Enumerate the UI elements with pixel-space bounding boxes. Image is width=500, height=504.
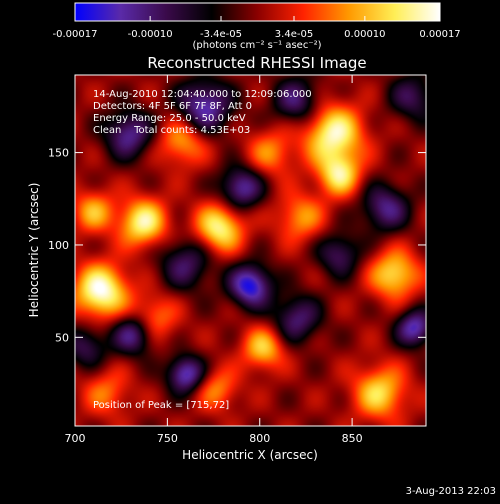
annotation-time-range: 14-Aug-2010 12:04:40.000 to 12:09:06.000 xyxy=(93,89,312,100)
x-tick-label: 850 xyxy=(342,432,363,445)
x-axis: 700 750 800 850 xyxy=(65,75,363,445)
y-tick-label: 150 xyxy=(48,147,69,160)
colorbar: -0.00017 -0.00010 -3.4e-05 3.4e-05 0.00010 0.… xyxy=(53,2,461,51)
colorbar-tick-label: 3.4e-05 xyxy=(275,29,313,40)
x-tick-label: 750 xyxy=(157,432,178,445)
annotation-detectors: Detectors: 4F 5F 6F 7F 8F, Att 0 xyxy=(93,101,252,112)
colorbar-tick-label: -0.00017 xyxy=(53,29,98,40)
y-tick-label: 100 xyxy=(48,239,69,252)
annotation-clean-counts: Clean Total counts: 4.53E+03 xyxy=(93,125,250,136)
plot-title: Reconstructed RHESSI Image xyxy=(147,54,366,72)
footer-timestamp: 3-Aug-2013 22:03 xyxy=(406,486,496,497)
x-tick-label: 700 xyxy=(65,432,86,445)
colorbar-tick-label: 0.00017 xyxy=(419,29,460,40)
plot-frame xyxy=(74,74,427,427)
colorbar-tick-label: 0.00010 xyxy=(344,29,385,40)
y-axis: 50 100 150 xyxy=(48,147,426,344)
colorbar-ticks: -0.00017 -0.00010 -3.4e-05 3.4e-05 0.00010 0.… xyxy=(53,16,461,40)
annotation-peak-position: Position of Peak = [715,72] xyxy=(93,400,229,411)
y-tick-label: 50 xyxy=(55,331,69,344)
x-tick-label: 800 xyxy=(249,432,270,445)
y-axis-title: Heliocentric Y (arcsec) xyxy=(27,183,41,318)
heatmap-image xyxy=(75,75,426,426)
heatmap-image-holder xyxy=(75,75,426,426)
colorbar-tick-label: -3.4e-05 xyxy=(200,29,242,40)
colorbar-tick-label: -0.00010 xyxy=(128,29,173,40)
colorbar-gradient xyxy=(74,2,441,22)
colorbar-units-label: (photons cm⁻² s⁻¹ asec⁻²) xyxy=(192,40,321,51)
x-axis-title: Heliocentric X (arcsec) xyxy=(182,448,318,462)
annotations: 14-Aug-2010 12:04:40.000 to 12:09:06.000… xyxy=(93,89,312,411)
annotation-energy-range: Energy Range: 25.0 - 50.0 keV xyxy=(93,113,246,124)
